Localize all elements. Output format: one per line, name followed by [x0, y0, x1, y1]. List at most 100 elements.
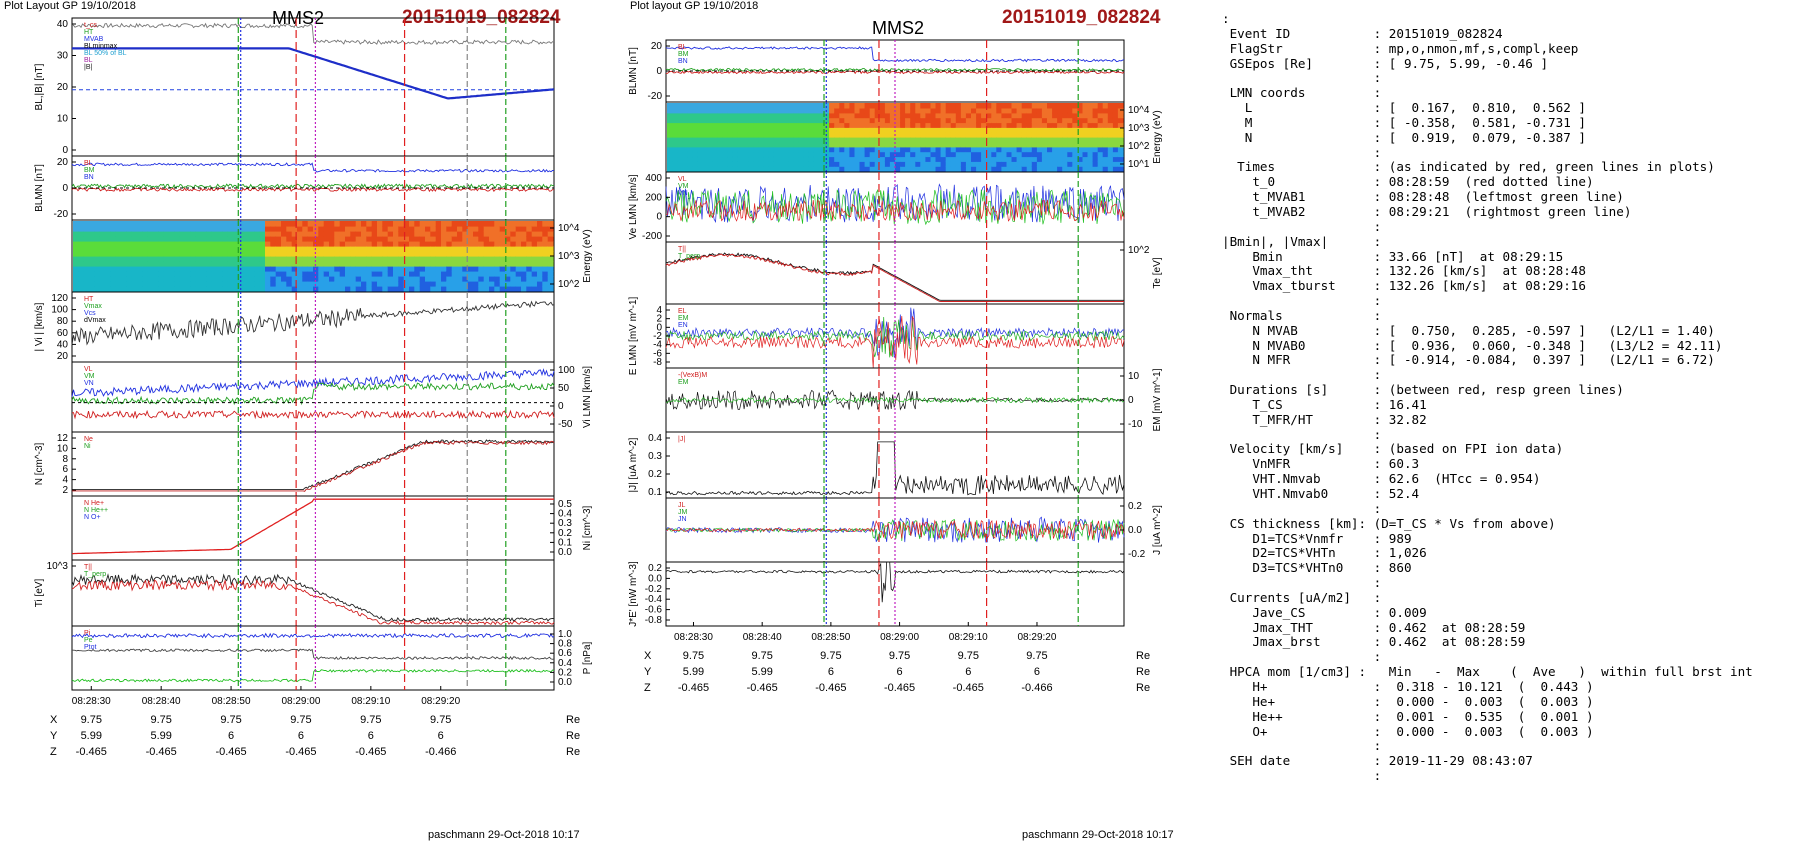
- y-tick-label: 8: [62, 454, 68, 465]
- legend-entry: -(VexB)M: [678, 372, 707, 379]
- legend-entry: Ptot: [84, 644, 97, 651]
- Tpar-line: [666, 252, 1124, 301]
- spacecraft-title-right: MMS2: [872, 18, 925, 38]
- legend-entry: BN: [678, 58, 688, 65]
- y-tick-label-right: 10^3: [1128, 123, 1150, 134]
- coord-unit: Re: [566, 714, 580, 726]
- coord-value: 5.99: [81, 730, 102, 742]
- legend-entry: BLminmax: [84, 43, 118, 50]
- y-axis-label: BL,|B| [nT]: [34, 63, 45, 110]
- y-tick-label-right: 0.8: [558, 639, 572, 650]
- legend-entry: JN: [678, 516, 687, 523]
- coord-value: -0.465: [285, 746, 316, 758]
- coord-value: -0.465: [146, 746, 177, 758]
- coord-value: 6: [965, 666, 971, 678]
- legend-entry: N He++: [84, 507, 108, 514]
- y-axis-label: E LMN [mV m^-1]: [628, 296, 639, 375]
- legend-entry: JL: [678, 502, 686, 509]
- y-tick-label: 20: [57, 82, 69, 93]
- coord-value: 9.75: [820, 650, 841, 662]
- y-axis-label: J*E' [nW m^-3]: [628, 561, 639, 627]
- panel-frame: [665, 171, 1125, 243]
- Tpar-line: [71, 573, 555, 622]
- spectrogram: [667, 103, 1124, 172]
- y-tick-label-right: 10^2: [558, 279, 580, 290]
- coord-label: Y: [644, 666, 652, 678]
- y-tick-label: 400: [645, 173, 662, 184]
- legend-entry: |J|: [678, 436, 685, 443]
- coord-value: 6: [228, 730, 234, 742]
- y-tick-label: 0.2: [648, 563, 662, 574]
- EM-line: [665, 396, 1125, 404]
- y-tick-label: 6: [62, 464, 68, 475]
- y-tick-label: 4: [62, 475, 68, 486]
- time-tick-label: 08:29:20: [421, 696, 460, 707]
- coord-unit: Re: [1136, 682, 1150, 694]
- y-tick-label: 30: [57, 51, 69, 62]
- y-tick-label-right: 0: [1128, 395, 1134, 406]
- coord-value: 9.75: [889, 650, 910, 662]
- time-tick-label: 08:28:30: [72, 696, 111, 707]
- legend-entry: Ni: [84, 443, 91, 450]
- left-panel-7: [71, 559, 555, 627]
- legend-entry: BL: [84, 57, 93, 64]
- y-tick-label-right: 10: [1128, 371, 1140, 382]
- B-mag-line: [71, 22, 555, 46]
- y-tick-label: 40: [57, 339, 69, 350]
- y-tick-label: 12: [57, 433, 69, 444]
- y-tick-label: 40: [57, 19, 69, 30]
- EN-line: [665, 315, 1125, 369]
- coord-value: 9.75: [290, 714, 311, 726]
- y-tick-label: 0: [62, 183, 68, 194]
- coord-value: 9.75: [150, 714, 171, 726]
- y-tick-label: 0.1: [648, 487, 662, 498]
- legend-entry: dVmax: [84, 317, 106, 324]
- y-tick-label: 20: [57, 157, 69, 168]
- Pi-line: [71, 648, 555, 661]
- coord-value: 9.75: [683, 650, 704, 662]
- y-axis-label: Te [eV]: [1152, 257, 1163, 288]
- y-axis-label: EM [mV m^-1]: [1152, 368, 1163, 431]
- coord-value: -0.465: [678, 682, 709, 694]
- y-tick-label-right: 0.3: [558, 518, 572, 529]
- He-line: [72, 498, 554, 555]
- legend-entry: Vcs: [84, 310, 96, 317]
- legend-entry: EL: [678, 308, 687, 315]
- coord-value: -0.465: [215, 746, 246, 758]
- layout-label-left: Plot Layout GP 19/10/2018: [4, 0, 136, 12]
- y-axis-label: | Vi | [km/s]: [34, 302, 45, 351]
- spectrogram: [73, 221, 554, 292]
- coord-value: 5.99: [683, 666, 704, 678]
- coord-value: -0.465: [884, 682, 915, 694]
- y-tick-label-right: -0.2: [1128, 549, 1146, 560]
- y-axis-label: J [uA m^-2]: [1152, 505, 1163, 555]
- coord-label: X: [50, 714, 58, 726]
- time-tick-label: 08:29:10: [351, 696, 390, 707]
- coord-value: 6: [298, 730, 304, 742]
- coord-value: 9.75: [1026, 650, 1047, 662]
- BM-line: [71, 183, 555, 189]
- y-axis-label: Energy (eV): [1152, 110, 1163, 163]
- legend-entry: BL 50% of BL: [84, 50, 127, 57]
- time-tick-label: 08:28:50: [212, 696, 251, 707]
- Pe-line: [71, 668, 555, 683]
- y-tick-label: 10: [57, 114, 69, 125]
- layout-label-right: Plot layout GP 19/10/2018: [630, 0, 759, 12]
- y-tick-label: 100: [51, 305, 68, 316]
- legend-entry: BL: [84, 160, 93, 167]
- y-tick-label: 0: [656, 66, 662, 77]
- coord-value: 6: [1034, 666, 1040, 678]
- y-tick-label: 0.0: [648, 573, 662, 584]
- legend-entry: BM: [678, 51, 689, 58]
- y-tick-label-right: 0.0: [558, 677, 572, 688]
- Ni-line: [72, 440, 555, 492]
- coord-value: -0.465: [76, 746, 107, 758]
- time-tick-label: 08:29:00: [281, 696, 320, 707]
- y-tick-label-right: 10^2: [1128, 245, 1150, 256]
- y-tick-label: 0.3: [648, 451, 662, 462]
- y-tick-label: -8: [653, 357, 662, 368]
- legend-entry: HT: [84, 296, 94, 303]
- y-tick-label: -2: [653, 331, 662, 342]
- y-tick-label: 10: [57, 443, 69, 454]
- panel-frame: [71, 625, 555, 691]
